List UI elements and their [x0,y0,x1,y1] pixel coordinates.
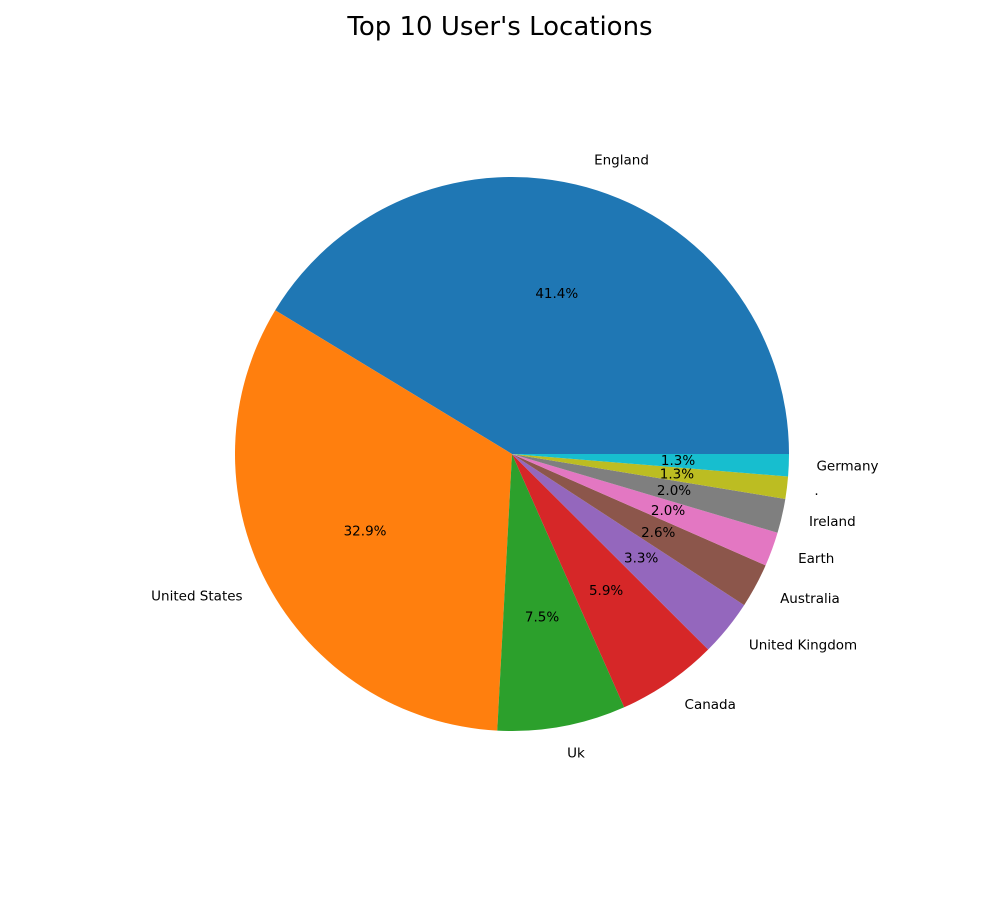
slice-percent-1: 41.4% [535,286,578,302]
slice-label-4: Canada [685,697,736,713]
slice-label-3: Uk [567,746,585,762]
slice-percent-10: 1.3% [661,453,695,469]
pie-slice-6 [512,454,766,606]
slice-percent-2: 32.9% [344,524,387,540]
slice-label-5: United Kingdom [749,638,857,654]
slice-percent-8: 2.0% [657,483,691,499]
pie-slice-2 [235,310,512,731]
pie-slice-5 [512,454,745,650]
slice-percent-3: 7.5% [525,609,559,625]
slice-percent-4: 5.9% [589,583,623,599]
slice-label-10: Germany [816,458,878,474]
pie-labels: England 41.4% United States 32.9% Uk 7.5% Cana… [151,153,878,762]
pie-slice-7 [512,454,778,566]
pie-slice-4 [512,454,709,708]
pie-slices [235,177,789,731]
pie-slice-8 [512,454,786,533]
slice-percent-6: 2.6% [641,525,675,541]
slice-label-8: Ireland [809,514,856,530]
slice-label-6: Australia [780,591,840,607]
pie-slice-10 [512,454,789,477]
slice-percent-5: 3.3% [624,551,658,567]
slice-label-9: . [814,483,818,499]
pie-slice-1 [275,177,789,454]
slice-label-7: Earth [798,551,834,567]
pie-slice-9 [512,454,789,499]
slice-percent-9: 1.3% [660,466,694,482]
chart-title: Top 10 User's Locations [347,12,653,42]
slice-label-2: United States [151,588,242,604]
slice-percent-7: 2.0% [651,503,685,519]
slice-label-1: England [594,153,649,169]
pie-slice-3 [497,454,625,731]
